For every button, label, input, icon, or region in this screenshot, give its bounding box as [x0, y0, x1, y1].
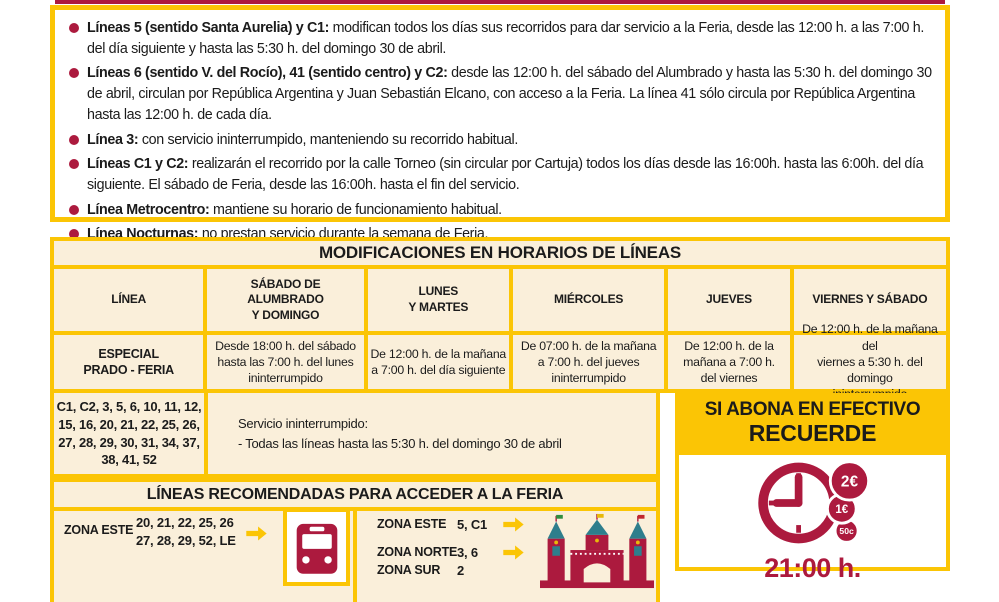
notice-lead: Líneas 6 (sentido V. del Rocío), 41 (sen… [87, 65, 448, 82]
notice-body: realizarán el recorrido por la calle Tor… [87, 156, 924, 194]
notices-box: Líneas 5 (sentido Santa Aurelia) y C1: m… [50, 5, 950, 242]
zone-este-label: ZONA ESTE [377, 517, 447, 531]
notice-text: Líneas 5 (sentido Santa Aurelia) y C1: m… [87, 18, 933, 59]
top-divider [55, 0, 945, 4]
zone-este-left-lines: 20, 21, 22, 25, 26 27, 28, 29, 52, LE [136, 515, 236, 549]
schedule-table-row-lines: C1, C2, 3, 5, 6, 10, 11, 12, 15, 16, 20,… [50, 393, 660, 478]
coin-1e-label: 1€ [835, 504, 848, 516]
arrow-right-icon [503, 517, 524, 532]
column-header-viernes-sabado: VIERNES Y SÁBADO [793, 269, 946, 331]
notice-item: Líneas 5 (sentido Santa Aurelia) y C1: m… [65, 18, 933, 59]
column-header-jueves: JUEVES [668, 269, 790, 331]
notice-item: Línea 3: con servicio ininterrumpido, ma… [65, 130, 933, 151]
cell-especial-miercoles: De 07:00 h. de la mañana a 7:00 h. del j… [512, 335, 665, 389]
cash-time: 21:00 h. [764, 553, 861, 583]
notice-body: mantiene su horario de funcionamiento ha… [213, 201, 502, 218]
column-header-miercoles: MIÉRCOLES [512, 269, 665, 331]
notice-text: Línea 3: con servicio ininterrumpido, ma… [87, 130, 518, 151]
table-title: MODIFICACIONES EN HORARIOS DE LÍNEAS [54, 241, 946, 265]
cell-especial-viernes: De 12:00 h. de la mañana del viernes a 5… [793, 322, 946, 401]
notice-lead: Líneas 5 (sentido Santa Aurelia) y C1: [87, 20, 329, 36]
column-header-linea: LÍNEA [54, 269, 204, 331]
recommended-left-pane: ZONA ESTE 20, 21, 22, 25, 26 27, 28, 29,… [54, 508, 353, 602]
notice-text: Líneas 6 (sentido V. del Rocío), 41 (sen… [87, 63, 933, 125]
arrow-right-icon [246, 526, 267, 541]
coin-50c-label: 50c [839, 526, 854, 536]
bullet-icon [69, 204, 79, 215]
notice-body: desde las 12:00 h. del sábado del Alumbr… [87, 65, 932, 123]
bullet-icon [69, 68, 79, 79]
bus-box [283, 508, 350, 586]
cash-panel-body: 50c 1€ 2€ 21:00 h. [675, 451, 950, 583]
notice-body: con servicio ininterrumpido, manteniendo… [141, 131, 518, 148]
zone-sur-label: ZONA SUR [377, 563, 441, 577]
column-header-lunes-martes: LUNES Y MARTES [367, 269, 509, 331]
recommended-box: LÍNEAS RECOMENDADAS PARA ACCEDER A LA FE… [50, 478, 660, 602]
coin-2e-label: 2€ [840, 474, 858, 491]
notice-text: Línea Metrocentro: mantiene su horario d… [87, 200, 502, 221]
clock-icon: 50c 1€ 2€ [757, 460, 870, 544]
bullet-icon [69, 134, 79, 145]
feria-gate-icon [540, 513, 654, 589]
notice-item: Línea Metrocentro: mantiene su horario d… [65, 200, 933, 221]
row-label-lines: C1, C2, 3, 5, 6, 10, 11, 12, 15, 16, 20,… [54, 393, 204, 474]
notice-lead: Línea 3: [87, 131, 139, 148]
service-note-line: - Todas las líneas hasta las 5:30 h. del… [238, 435, 562, 451]
cell-service-note: Servicio ininterrumpido: - Todas las lín… [208, 393, 656, 474]
zone-este-left-label: ZONA ESTE [64, 523, 134, 537]
bullet-icon [69, 23, 79, 33]
notice-lead: Líneas C1 y C2: [87, 156, 189, 173]
zone-este-lines: 5, C1 [457, 517, 488, 532]
recommended-content: ZONA ESTE 20, 21, 22, 25, 26 27, 28, 29,… [54, 508, 656, 602]
bus-icon [296, 523, 337, 574]
notices-list: Líneas 5 (sentido Santa Aurelia) y C1: m… [65, 18, 933, 245]
zone-norte-label: ZONA NORTE [377, 545, 458, 559]
notice-item: Líneas 6 (sentido V. del Rocío), 41 (sen… [65, 63, 933, 125]
cell-especial-sabado: Desde 18:00 h. del sábado hasta las 7:00… [207, 335, 364, 389]
coin-2e-icon: 2€ [828, 460, 870, 502]
zone-norte-lines: 3, 6 [457, 545, 478, 560]
cash-title-line2: RECUERDE [748, 419, 877, 446]
notice-item: Líneas C1 y C2: realizarán el recorrido … [65, 154, 933, 195]
service-note-title: Servicio ininterrumpido: [238, 416, 368, 431]
notice-lead: Línea Metrocentro: [87, 201, 210, 218]
notice-text: Líneas C1 y C2: realizarán el recorrido … [87, 154, 933, 195]
recommended-title: LÍNEAS RECOMENDADAS PARA ACCEDER A LA FE… [54, 482, 656, 507]
arrow-right-icon [503, 545, 524, 560]
schedule-table: MODIFICACIONES EN HORARIOS DE LÍNEAS LÍN… [50, 237, 950, 401]
cell-especial-jueves: De 12:00 h. de la mañana a 7:00 h. del v… [668, 335, 790, 389]
cash-panel-header: SI ABONA EN EFECTIVO RECUERDE [675, 393, 950, 451]
bullet-icon [69, 229, 79, 240]
recommended-right-pane: ZONA ESTE 5, C1 ZONA NORTE 3, 6 ZONA SUR… [357, 511, 656, 602]
bullet-icon [69, 159, 79, 170]
notice-body: modifican todos los días sus recorridos … [87, 20, 924, 57]
row-label-especial: ESPECIAL PRADO - FERIA [54, 335, 204, 389]
zone-sur-lines: 2 [457, 563, 465, 578]
cash-title-line1: SI ABONA EN EFECTIVO [704, 399, 921, 420]
column-header-sabado: SÁBADO DE ALUMBRADO Y DOMINGO [207, 269, 364, 331]
cell-especial-lunes: De 12:00 h. de la mañana a 7:00 h. del d… [367, 335, 509, 389]
